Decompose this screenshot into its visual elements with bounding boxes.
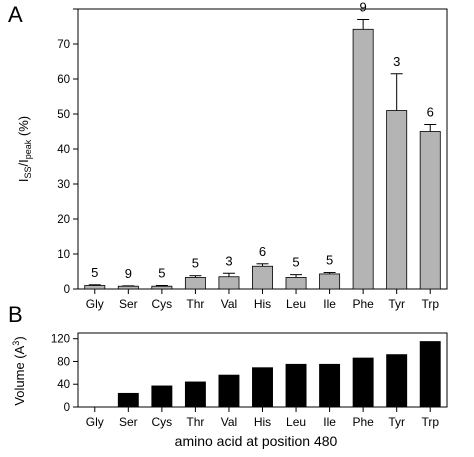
- x-tick-label: Val: [221, 297, 237, 311]
- x-tick-label: Thr: [186, 415, 204, 429]
- x-tick-label: Thr: [186, 297, 204, 311]
- n-label: 6: [427, 105, 434, 120]
- y-tick-label: 30: [57, 179, 70, 191]
- x-tick-label: Phe: [352, 297, 374, 311]
- y-tick-label: 20: [57, 214, 70, 226]
- panel-a-y-axis-title: ISS/Ipeak (%): [16, 116, 33, 182]
- bar-phe: [352, 357, 374, 408]
- n-label: 9: [125, 266, 132, 281]
- n-label: 5: [326, 253, 333, 268]
- n-label: 3: [225, 253, 232, 268]
- bar-tyr: [386, 110, 408, 290]
- bar-trp: [419, 131, 441, 290]
- bar-his: [252, 265, 273, 290]
- y-tick-label: 0: [64, 284, 70, 296]
- bar-ile: [319, 273, 341, 290]
- x-tick-label: Leu: [286, 297, 306, 311]
- panel-b-chart: 0 40 80 120 Gly Ser Cys Thr Val His Leu Ile Phe Tyr Tr…: [51, 332, 448, 429]
- panel-b-letter: B: [8, 302, 23, 327]
- n-label: 9: [360, 0, 367, 15]
- x-tick-label: Phe: [352, 415, 374, 429]
- y-tick-label: 40: [57, 379, 70, 391]
- y-tick-label: 0: [64, 402, 70, 414]
- x-tick-label: His: [254, 415, 271, 429]
- x-tick-label: Gly: [86, 297, 104, 311]
- n-label: 3: [393, 54, 400, 69]
- y-tick-label: 40: [57, 144, 70, 156]
- x-tick-label: Tyr: [388, 415, 405, 429]
- bar-cys: [151, 285, 173, 290]
- x-tick-label: His: [254, 297, 271, 311]
- bar-gly: [84, 285, 106, 290]
- x-tick-label: Val: [221, 415, 237, 429]
- bar-phe: [352, 28, 374, 290]
- x-tick-label: Ile: [323, 297, 336, 311]
- shared-x-axis-title: amino acid at position 480: [175, 433, 338, 449]
- ylabel-a-slash: /I: [16, 159, 31, 166]
- y-tick-label: 60: [57, 74, 70, 86]
- bar-val: [218, 276, 240, 290]
- x-tick-label: Cys: [152, 415, 173, 429]
- bar-leu: [285, 363, 307, 408]
- bar-trp: [419, 341, 441, 408]
- bar-cys: [151, 385, 173, 408]
- x-tick-label: Cys: [152, 297, 173, 311]
- ylabel-a-main: I: [16, 179, 31, 183]
- x-tick-label: Ile: [323, 415, 336, 429]
- y-tick-label: 80: [57, 356, 70, 368]
- bar-his: [252, 367, 273, 408]
- n-label: 5: [91, 265, 98, 280]
- panel-a-chart: 0 10 20 30 40 50 60 70 Gly 5 Ser 9 Cys 5 Thr 5 Val 3 His 6 L…: [57, 0, 448, 311]
- ylabel-b-close: ): [12, 336, 27, 340]
- ylabel-b-main: Volume (A: [12, 345, 27, 405]
- ylabel-a-unit: (%): [16, 116, 31, 140]
- n-label: 6: [259, 244, 266, 259]
- bar-leu: [285, 277, 307, 290]
- n-label: 5: [158, 266, 165, 281]
- panel-a-letter: A: [8, 2, 23, 27]
- n-label: 5: [292, 255, 299, 270]
- bar-thr: [184, 381, 206, 408]
- x-tick-label: Ser: [119, 297, 138, 311]
- bar-ile: [319, 363, 341, 408]
- bar-ser: [117, 392, 139, 408]
- y-tick-label: 50: [57, 109, 70, 121]
- bar-ser: [117, 285, 139, 290]
- x-tick-label: Ser: [119, 415, 138, 429]
- x-tick-label: Tyr: [388, 297, 405, 311]
- bar-thr: [184, 277, 206, 290]
- bar-tyr: [386, 354, 408, 408]
- x-tick-label: Leu: [286, 415, 306, 429]
- x-tick-label: Trp: [421, 297, 439, 311]
- x-tick-label: Trp: [421, 415, 439, 429]
- ylabel-a-sub2: peak: [23, 139, 33, 159]
- bar-val: [218, 374, 240, 408]
- ylabel-b-sup: 3: [11, 341, 21, 346]
- panel-b-y-axis-title: Volume (A3): [11, 336, 27, 405]
- ylabel-a-sub1: SS: [23, 166, 33, 178]
- y-tick-label: 70: [57, 39, 70, 51]
- y-tick-label: 10: [57, 249, 70, 261]
- y-tick-label: 120: [51, 334, 70, 346]
- x-tick-label: Gly: [86, 415, 104, 429]
- n-label: 5: [192, 256, 199, 271]
